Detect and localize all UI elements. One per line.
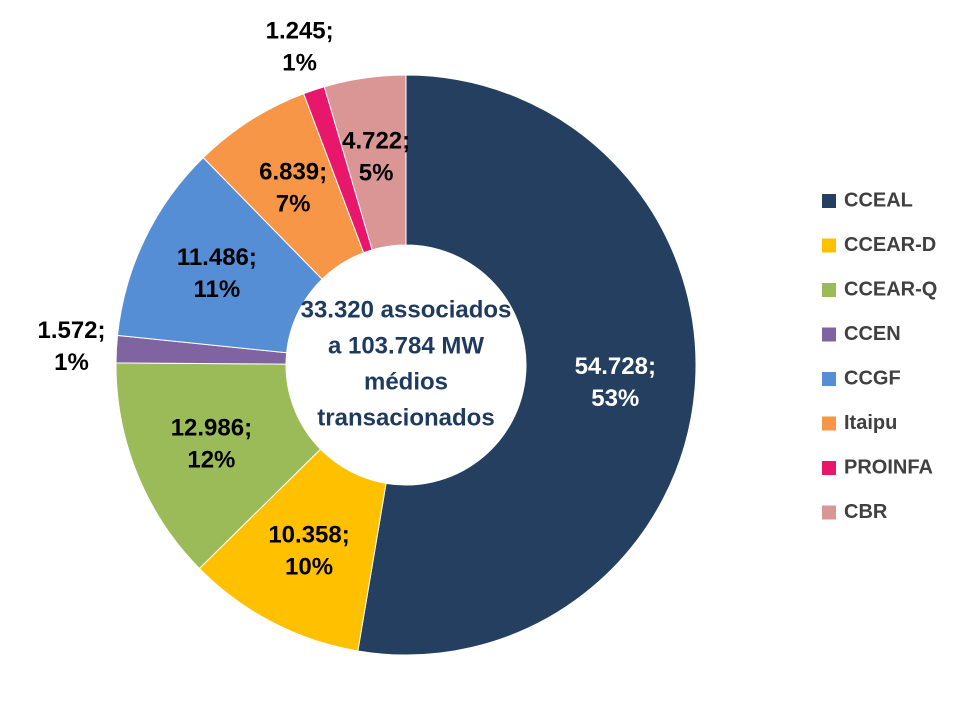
legend-swatch bbox=[822, 283, 836, 297]
value-label: 1.572; bbox=[37, 317, 105, 344]
donut-slice bbox=[323, 74, 407, 251]
legend-label: CCEAR-Q bbox=[844, 278, 937, 300]
value-label: 54.728; bbox=[575, 353, 656, 380]
percent-label: 53% bbox=[591, 385, 639, 412]
value-label: 11.486; bbox=[177, 244, 257, 271]
legend-swatch bbox=[822, 461, 836, 475]
value-label: 12.986; bbox=[171, 414, 252, 441]
percent-label: 11% bbox=[193, 276, 240, 303]
legend-swatch bbox=[822, 327, 836, 342]
value-label: 10.358; bbox=[268, 522, 349, 549]
legend-swatch bbox=[822, 194, 836, 208]
center-text: médios bbox=[364, 368, 448, 395]
percent-label: 1% bbox=[282, 50, 317, 77]
value-label: 1.245; bbox=[266, 18, 334, 45]
legend-swatch bbox=[822, 416, 836, 431]
donut-slice bbox=[115, 362, 322, 570]
legend-label: CCEN bbox=[844, 323, 901, 345]
center-text: a 103.784 MW bbox=[328, 332, 484, 359]
legend-swatch bbox=[822, 505, 836, 520]
legend-label: CBR bbox=[844, 501, 888, 523]
donut-slice bbox=[116, 156, 323, 354]
percent-label: 1% bbox=[54, 349, 89, 376]
legend-label: CCGF bbox=[844, 367, 901, 389]
legend-swatch bbox=[822, 372, 836, 386]
legend-label: Itaipu bbox=[844, 412, 897, 434]
percent-label: 10% bbox=[285, 554, 333, 581]
percent-label: 12% bbox=[187, 446, 235, 473]
value-label: 6.839; bbox=[259, 158, 327, 185]
center-text: 33.320 associados bbox=[301, 296, 512, 323]
percent-label: 5% bbox=[359, 159, 394, 186]
value-label: 4.722; bbox=[342, 127, 410, 154]
legend-label: CCEAL bbox=[844, 189, 913, 211]
legend-label: PROINFA bbox=[844, 456, 933, 478]
center-text: transacionados bbox=[317, 404, 494, 431]
donut-slice bbox=[357, 74, 697, 656]
percent-label: 7% bbox=[276, 190, 311, 217]
legend-swatch bbox=[822, 238, 836, 253]
legend-label: CCEAR-D bbox=[844, 234, 936, 256]
